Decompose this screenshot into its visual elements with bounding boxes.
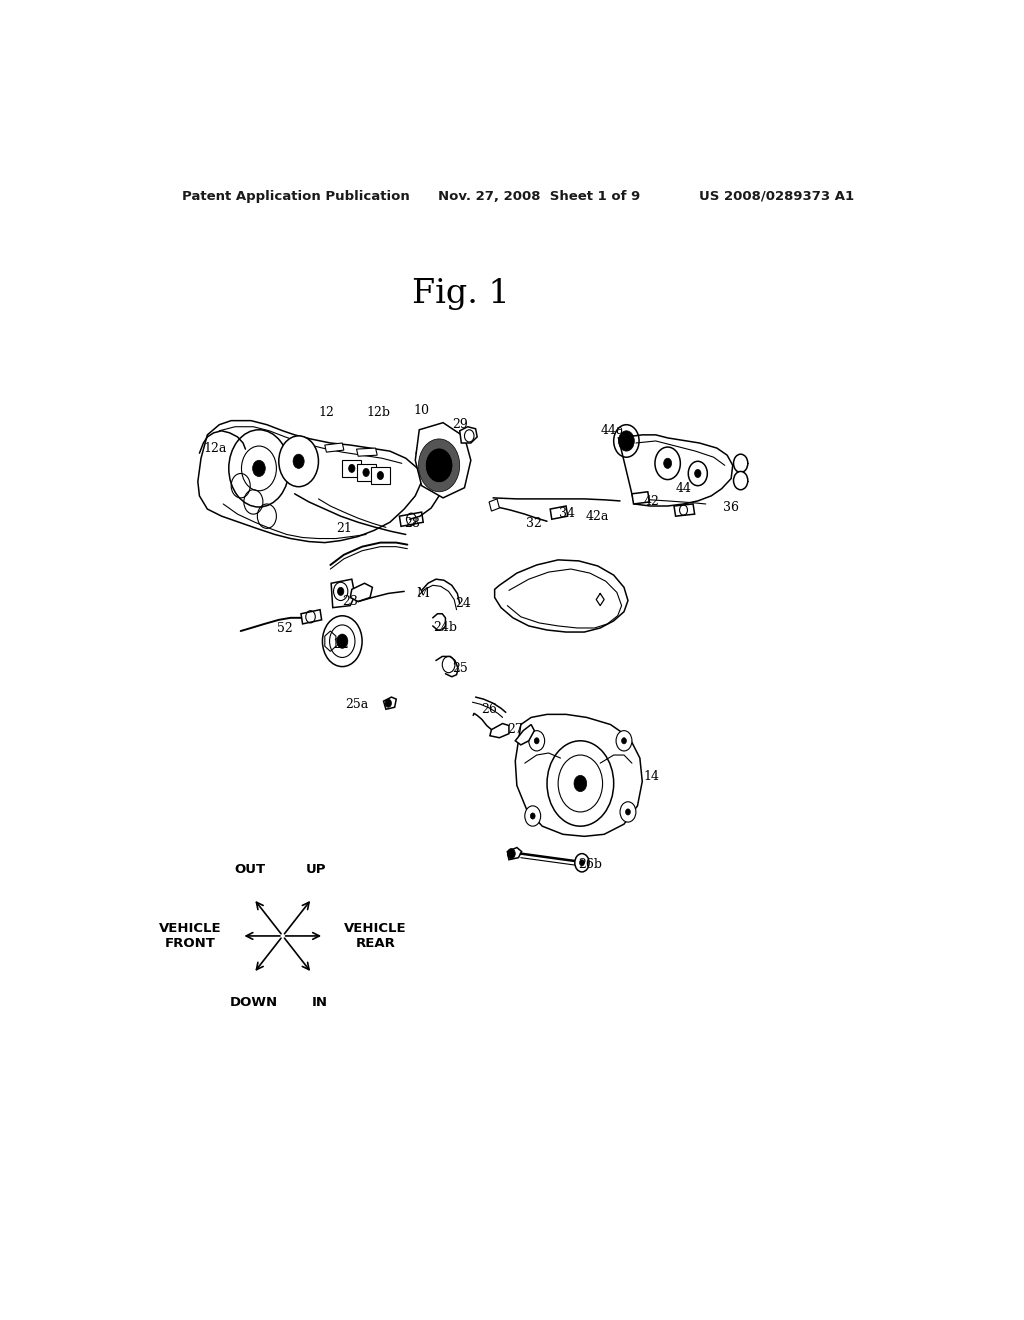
Text: DOWN: DOWN xyxy=(229,995,278,1008)
Circle shape xyxy=(580,859,585,866)
Polygon shape xyxy=(198,421,422,543)
Text: 44a: 44a xyxy=(600,424,624,437)
Circle shape xyxy=(253,461,265,477)
Text: IN: IN xyxy=(312,995,328,1008)
Circle shape xyxy=(688,461,708,486)
Circle shape xyxy=(348,465,355,473)
Circle shape xyxy=(622,738,627,744)
Text: 36: 36 xyxy=(723,500,739,513)
Text: 26: 26 xyxy=(481,702,497,715)
Text: 24b: 24b xyxy=(433,622,458,635)
Text: 12: 12 xyxy=(318,407,335,418)
Polygon shape xyxy=(399,512,423,527)
Text: 21: 21 xyxy=(336,521,352,535)
Circle shape xyxy=(525,805,541,826)
Polygon shape xyxy=(325,444,344,453)
Circle shape xyxy=(626,809,631,814)
Polygon shape xyxy=(489,723,509,738)
Circle shape xyxy=(293,454,304,469)
Polygon shape xyxy=(350,583,373,602)
Text: OUT: OUT xyxy=(234,863,265,876)
Circle shape xyxy=(338,587,344,595)
Polygon shape xyxy=(325,631,336,651)
Text: VEHICLE
REAR: VEHICLE REAR xyxy=(344,921,407,950)
Text: Patent Application Publication: Patent Application Publication xyxy=(182,190,410,202)
Circle shape xyxy=(385,700,391,708)
Text: 26b: 26b xyxy=(578,858,602,871)
Circle shape xyxy=(426,449,452,482)
Polygon shape xyxy=(356,465,376,480)
Text: 29: 29 xyxy=(452,418,468,432)
Text: US 2008/0289373 A1: US 2008/0289373 A1 xyxy=(699,190,854,202)
Polygon shape xyxy=(618,434,733,506)
Circle shape xyxy=(620,801,636,822)
Text: 12a: 12a xyxy=(204,442,227,454)
Polygon shape xyxy=(371,467,390,483)
Polygon shape xyxy=(384,697,396,709)
Circle shape xyxy=(733,471,748,490)
Text: Nov. 27, 2008  Sheet 1 of 9: Nov. 27, 2008 Sheet 1 of 9 xyxy=(437,190,640,202)
Polygon shape xyxy=(515,725,535,744)
Polygon shape xyxy=(515,714,642,837)
Circle shape xyxy=(337,634,348,648)
Circle shape xyxy=(323,615,362,667)
Circle shape xyxy=(279,436,318,487)
Text: 32: 32 xyxy=(526,517,543,529)
Circle shape xyxy=(228,430,289,507)
Circle shape xyxy=(664,458,672,469)
Circle shape xyxy=(419,440,460,492)
Circle shape xyxy=(431,455,447,475)
Text: 25a: 25a xyxy=(345,698,369,710)
Polygon shape xyxy=(507,847,521,859)
Text: Fig. 1: Fig. 1 xyxy=(413,277,510,310)
Circle shape xyxy=(530,813,536,818)
Circle shape xyxy=(547,741,613,826)
Circle shape xyxy=(655,447,680,479)
Text: 22: 22 xyxy=(333,638,348,651)
Text: UP: UP xyxy=(305,863,327,876)
Text: 28: 28 xyxy=(404,517,420,529)
Text: 44: 44 xyxy=(676,482,691,495)
Polygon shape xyxy=(331,579,355,607)
Polygon shape xyxy=(356,447,377,457)
Polygon shape xyxy=(550,506,567,519)
Text: 14: 14 xyxy=(644,770,659,783)
Circle shape xyxy=(694,470,701,478)
Circle shape xyxy=(377,471,384,479)
Circle shape xyxy=(535,738,539,744)
Circle shape xyxy=(558,755,602,812)
Text: M: M xyxy=(417,587,430,599)
Text: VEHICLE
FRONT: VEHICLE FRONT xyxy=(159,921,221,950)
Circle shape xyxy=(362,469,370,477)
Circle shape xyxy=(242,446,276,491)
Polygon shape xyxy=(342,461,361,477)
Polygon shape xyxy=(301,610,322,624)
Text: 12b: 12b xyxy=(366,407,390,418)
Text: 42: 42 xyxy=(644,495,659,508)
Text: 27: 27 xyxy=(508,723,523,737)
Polygon shape xyxy=(489,499,500,511)
Text: 42a: 42a xyxy=(586,510,609,523)
Text: 24: 24 xyxy=(455,597,471,610)
Text: 23: 23 xyxy=(342,595,358,609)
Text: 25: 25 xyxy=(452,663,468,675)
Text: 52: 52 xyxy=(278,623,293,635)
Circle shape xyxy=(507,849,515,859)
Circle shape xyxy=(733,454,748,473)
Text: 34: 34 xyxy=(559,507,574,520)
Polygon shape xyxy=(632,492,649,504)
Circle shape xyxy=(574,775,587,792)
Circle shape xyxy=(618,430,634,451)
Circle shape xyxy=(528,731,545,751)
Polygon shape xyxy=(674,504,694,516)
Text: 10: 10 xyxy=(414,404,430,417)
Circle shape xyxy=(574,854,589,873)
Polygon shape xyxy=(416,422,471,498)
Polygon shape xyxy=(460,426,477,444)
Circle shape xyxy=(616,731,632,751)
Polygon shape xyxy=(495,560,628,632)
